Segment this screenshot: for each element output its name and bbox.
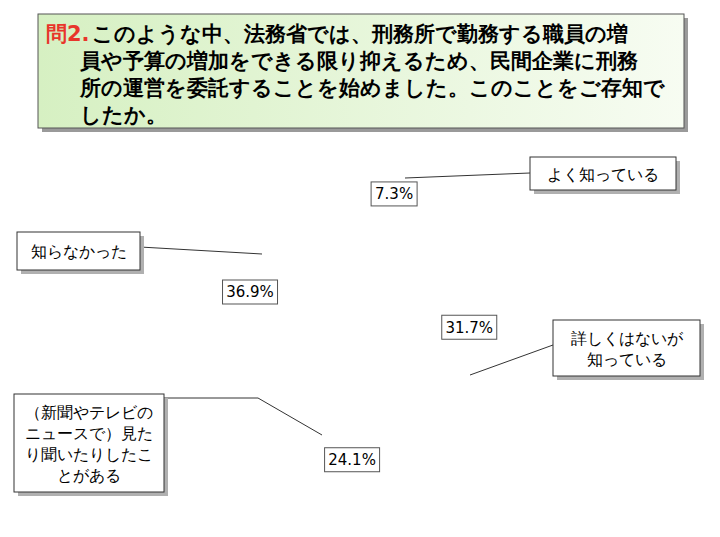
label-box [530, 157, 676, 190]
label-box [14, 394, 164, 492]
data-label: 31.7% [445, 319, 493, 337]
title-line: したか。 [80, 103, 167, 127]
data-label-box [223, 280, 278, 304]
label-group: よく知っている詳しくはないが知っている （新聞やテレビのニュースで）見たり聞いたり… [14, 157, 704, 496]
category-label-line: よく知っている [547, 165, 659, 184]
title-box [38, 14, 684, 128]
data-label-box [371, 182, 417, 206]
question-label: 問2. [46, 22, 90, 46]
category-label-line: 詳しくはないが [571, 329, 684, 348]
data-label: 36.9% [226, 283, 274, 301]
leader-line [164, 398, 322, 435]
leader-line [470, 345, 553, 375]
data-label: 7.3% [375, 185, 413, 203]
category-label: よく知っている [547, 165, 659, 184]
category-label-line: ニュースで）見た [25, 424, 153, 443]
category-label-line: り聞いたりしたこ [25, 445, 153, 464]
title-line: 所の運営を委託することを始めました。このことをご存知で [79, 76, 665, 100]
category-label-line: とがある [57, 466, 121, 485]
chart-svg: 問2.このような中、法務省では、刑務所で勤務する職員の増員や予算の増加をできる限… [0, 0, 720, 537]
chart-title: このような中、法務省では、刑務所で勤務する職員の増員や予算の増加をできる限り抑え… [79, 22, 665, 127]
category-label: （新聞やテレビのニュースで）見たり聞いたりしたことがある [25, 403, 153, 485]
leader-line [140, 247, 262, 254]
category-label: 知らなかった [31, 242, 127, 261]
category-label-line: （新聞やテレビの [25, 403, 153, 422]
label-box [553, 320, 700, 376]
category-label-line: 知らなかった [31, 242, 127, 261]
label-box [17, 232, 140, 270]
category-label-line: 知っている [587, 350, 667, 369]
pie-group [535, 495, 540, 520]
leader-line [405, 173, 530, 178]
title-line: このような中、法務省では、刑務所で勤務する職員の増 [92, 22, 628, 46]
category-label: 詳しくはないが知っている [571, 329, 684, 369]
data-label: 24.1% [328, 451, 376, 469]
data-label-box [442, 315, 497, 339]
title-line: 員や予算の増加をできる限り抑えるため、民間企業に刑務 [79, 49, 638, 73]
data-label-box [325, 448, 380, 472]
